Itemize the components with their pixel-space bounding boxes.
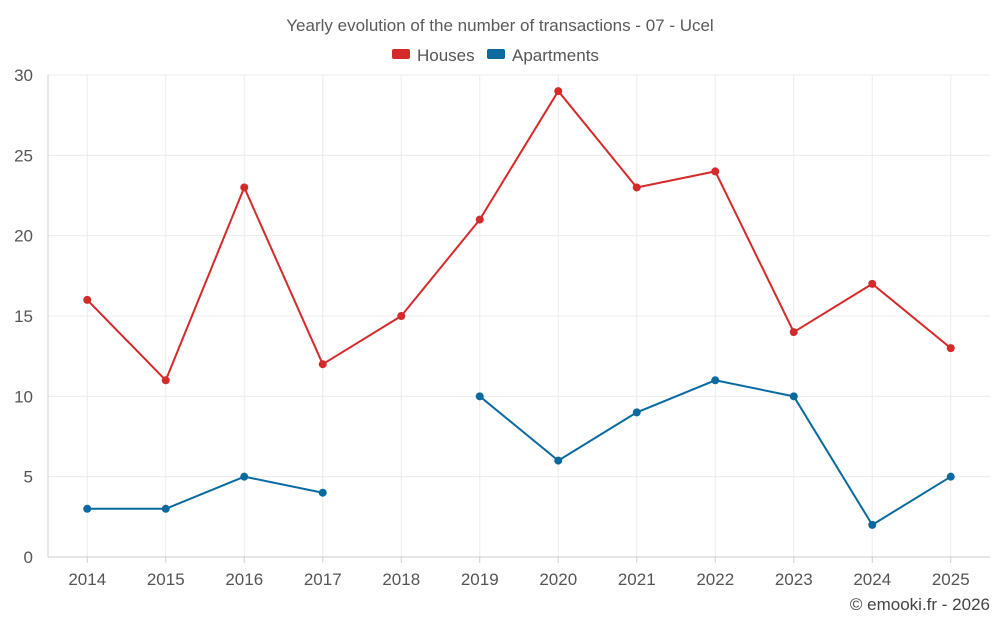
x-tick-label: 2025 xyxy=(932,570,970,589)
data-point-houses-2020[interactable] xyxy=(554,87,563,96)
x-tick-label: 2014 xyxy=(68,570,106,589)
data-point-apartments-2021[interactable] xyxy=(632,408,641,417)
data-point-apartments-2022[interactable] xyxy=(711,376,720,385)
x-tick-label: 2017 xyxy=(304,570,342,589)
chart-title: Yearly evolution of the number of transa… xyxy=(286,16,713,35)
data-point-apartments-2020[interactable] xyxy=(554,456,563,465)
x-tick-label: 2018 xyxy=(382,570,420,589)
series xyxy=(83,87,955,529)
data-point-houses-2024[interactable] xyxy=(868,279,877,288)
x-tick-label: 2015 xyxy=(147,570,185,589)
x-tick-label: 2021 xyxy=(618,570,656,589)
series-line-apartments xyxy=(87,475,323,510)
legend-label-apartments: Apartments xyxy=(512,46,599,65)
y-tick-label: 5 xyxy=(24,468,33,487)
data-point-houses-2025[interactable] xyxy=(946,344,955,353)
x-tick-label: 2022 xyxy=(696,570,734,589)
y-tick-label: 30 xyxy=(14,66,33,85)
data-point-houses-2021[interactable] xyxy=(632,183,641,192)
series-houses xyxy=(83,87,955,385)
legend-item-apartments[interactable]: Apartments xyxy=(487,46,599,65)
data-point-houses-2018[interactable] xyxy=(397,312,406,320)
data-point-houses-2015[interactable] xyxy=(161,376,170,385)
y-tick-label: 25 xyxy=(14,146,33,165)
data-point-houses-2023[interactable] xyxy=(789,328,798,337)
data-point-houses-2022[interactable] xyxy=(711,167,720,176)
data-point-houses-2014[interactable] xyxy=(83,295,92,304)
x-tick-label: 2020 xyxy=(539,570,577,589)
legend-label-houses: Houses xyxy=(417,46,475,65)
legend-swatch-houses xyxy=(392,49,410,59)
x-tick-label: 2023 xyxy=(775,570,813,589)
series-line-houses xyxy=(86,90,952,382)
data-point-apartments-2015[interactable] xyxy=(161,504,170,513)
credit-text: © emooki.fr - 2026 xyxy=(850,595,990,614)
y-tick-label: 15 xyxy=(14,307,33,326)
y-tick-label: 20 xyxy=(14,227,33,246)
data-point-houses-2019[interactable] xyxy=(475,215,484,224)
x-tick-label: 2019 xyxy=(461,570,499,589)
x-tick-label: 2024 xyxy=(853,570,891,589)
y-tick-label: 10 xyxy=(14,387,33,406)
legend: Houses Apartments xyxy=(392,46,599,65)
data-point-houses-2017[interactable] xyxy=(318,360,327,369)
data-point-apartments-2019[interactable] xyxy=(475,392,484,401)
data-point-houses-2016[interactable] xyxy=(240,183,249,192)
y-tick-label: 0 xyxy=(24,548,33,567)
data-point-apartments-2023[interactable] xyxy=(789,392,798,401)
series-apartments xyxy=(83,376,955,529)
data-point-apartments-2024[interactable] xyxy=(868,520,877,529)
data-point-apartments-2016[interactable] xyxy=(240,472,249,481)
legend-item-houses[interactable]: Houses xyxy=(392,46,475,65)
x-tick-label: 2016 xyxy=(225,570,263,589)
data-point-apartments-2014[interactable] xyxy=(83,504,92,513)
data-point-apartments-2025[interactable] xyxy=(946,472,955,481)
legend-swatch-apartments xyxy=(487,49,505,59)
data-point-apartments-2017[interactable] xyxy=(318,488,327,497)
